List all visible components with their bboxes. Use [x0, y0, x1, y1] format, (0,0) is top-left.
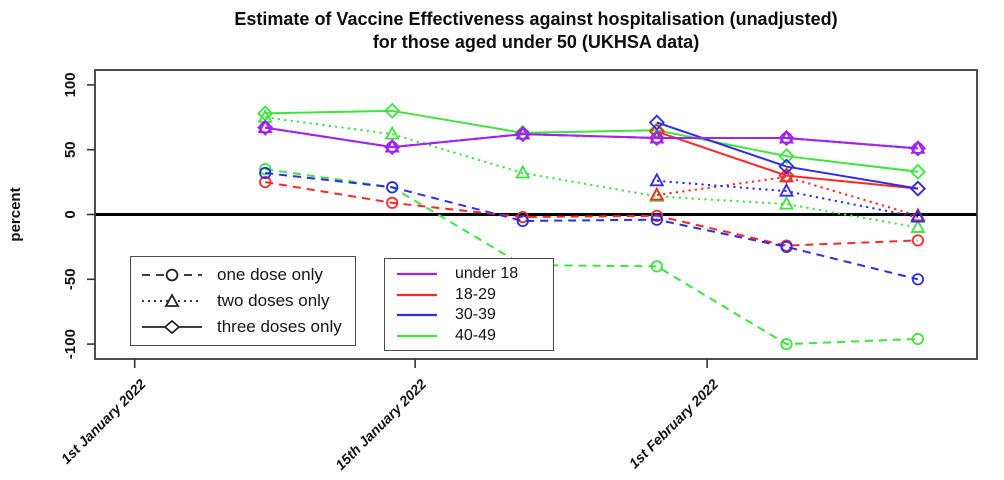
data-point-triangle — [384, 125, 400, 140]
data-point-circle — [386, 181, 399, 194]
series-30-39-one-dose — [259, 166, 925, 286]
legend-item-18-29: 18-29 — [395, 285, 543, 306]
chart-title: Estimate of Vaccine Effectiveness agains… — [95, 8, 977, 54]
x-tick-label: 15th January 2022 — [332, 376, 429, 473]
data-point-diamond — [778, 148, 795, 165]
data-point-triangle — [910, 219, 926, 233]
data-point-triangle — [910, 208, 926, 223]
series-30-39-two-dose — [649, 172, 926, 223]
data-point-circle — [650, 131, 663, 145]
x-axis-ticks: 1st January 2022 15th January 2022 1st Feb… — [58, 359, 722, 473]
data-point-circle — [650, 209, 663, 222]
data-point-diamond — [778, 167, 795, 184]
data-point-diamond — [778, 158, 795, 175]
dotted-triangle-marker-icon — [142, 293, 202, 307]
chart-title-line2: for those aged under 50 (UKHSA data) — [372, 32, 700, 52]
chart-title-line1: Estimate of Vaccine Effectiveness agains… — [234, 9, 838, 29]
data-point-triangle — [778, 195, 795, 210]
series-line — [265, 181, 918, 247]
solid-diamond-marker-icon — [142, 319, 202, 335]
y-tick-label: -50 — [62, 268, 79, 290]
series-line — [656, 130, 919, 190]
plot-border — [94, 69, 978, 360]
data-point-circle — [650, 260, 663, 273]
green-line-icon — [397, 334, 437, 337]
data-point-triangle — [649, 186, 665, 201]
data-point-diamond — [909, 180, 926, 197]
data-point-circle — [516, 210, 529, 224]
data-point-circle — [650, 213, 663, 226]
legend-label: under 18 — [455, 265, 519, 283]
red-line-icon — [397, 293, 437, 296]
data-point-circle — [911, 332, 925, 346]
legend-item-two-doses: two doses only — [141, 288, 345, 314]
data-point-circle — [911, 142, 925, 155]
data-point-circle — [911, 273, 925, 286]
legend-item-under-18: under 18 — [395, 264, 543, 285]
y-tick-label: 50 — [62, 141, 79, 158]
series-line — [656, 179, 919, 219]
purple-line-icon — [397, 273, 437, 276]
y-tick-label: 100 — [62, 72, 79, 97]
legend-label: one dose only — [217, 265, 323, 284]
data-point-triangle — [778, 182, 795, 197]
legend-item-one-dose: one dose only — [141, 262, 345, 288]
series-line — [265, 126, 918, 150]
data-point-circle — [386, 141, 399, 154]
series-line — [265, 116, 919, 229]
data-point-circle — [780, 337, 793, 351]
series-under-18-one-dose — [259, 121, 925, 155]
legend-item-30-39: 30-39 — [395, 305, 543, 326]
dashed-circle-marker-icon — [142, 268, 202, 282]
legend-item-three-doses: three doses only — [141, 314, 345, 340]
data-point-circle — [259, 176, 272, 189]
legend-label: two doses only — [217, 291, 330, 310]
data-point-circle — [516, 128, 529, 141]
data-point-circle — [780, 131, 793, 145]
legend-label: 18-29 — [455, 285, 496, 303]
data-point-circle — [780, 240, 793, 253]
y-tick-label: -100 — [62, 329, 79, 359]
series-line — [265, 172, 919, 281]
y-axis-ticks: 100 50 0 -50 -100 — [62, 72, 95, 359]
data-point-circle — [259, 121, 272, 134]
y-axis-label: percent — [7, 187, 24, 241]
legend-label: 30-39 — [455, 306, 496, 324]
data-point-circle — [516, 214, 529, 228]
data-point-circle — [386, 196, 399, 209]
series-under-18-three-dose — [257, 119, 926, 157]
data-point-triangle — [778, 168, 795, 183]
blue-line-icon — [397, 314, 437, 317]
data-point-circle — [911, 234, 925, 247]
legend-age-groups: under 18 18-29 30-39 40-49 — [384, 258, 554, 351]
legend-label: 40-49 — [455, 326, 496, 344]
x-tick-label: 1st January 2022 — [58, 376, 149, 467]
data-point-triangle — [649, 172, 665, 187]
data-point-circle — [259, 163, 272, 176]
legend-dose-types: one dose only two doses only three doses… — [130, 256, 356, 346]
data-point-diamond — [384, 102, 401, 119]
legend-item-40-49: 40-49 — [395, 326, 543, 347]
data-point-diamond — [648, 114, 665, 131]
x-tick-label: 1st February 2022 — [626, 376, 722, 472]
data-point-triangle — [515, 164, 531, 179]
legend-label: three doses only — [217, 317, 342, 336]
data-point-diamond — [909, 163, 926, 180]
series-line — [265, 168, 918, 346]
y-tick-label: 0 — [62, 210, 79, 218]
data-point-circle — [259, 166, 272, 180]
series-line — [265, 109, 919, 173]
